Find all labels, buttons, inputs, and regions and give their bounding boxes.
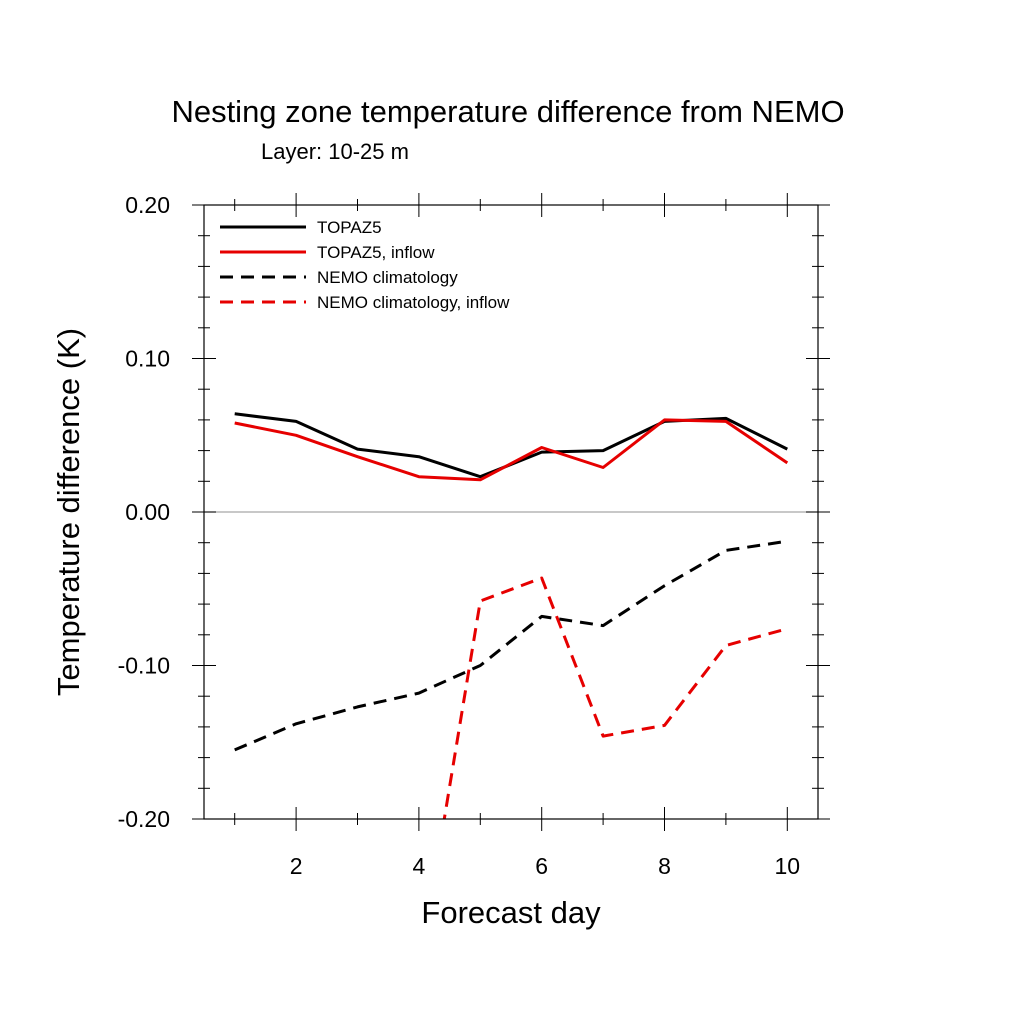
legend-label-1: TOPAZ5	[317, 218, 382, 237]
legend: TOPAZ5 TOPAZ5, inflow NEMO climatology NEMO…	[220, 218, 510, 312]
y-tick-label: 0.20	[125, 192, 170, 218]
legend-label-3: NEMO climatology	[317, 268, 458, 287]
series-line-4	[442, 576, 788, 819]
x-tick-label: 2	[290, 853, 303, 879]
y-tick-label: 0.10	[125, 346, 170, 372]
plot-frame	[203, 204, 819, 820]
series-line-3	[234, 539, 788, 752]
y-axis-label: Temperature difference (K)	[51, 328, 86, 696]
chart-subtitle: Layer: 10-25 m	[261, 139, 409, 164]
x-tick-label: 10	[775, 853, 801, 879]
x-tick-label: 6	[535, 853, 548, 879]
series-line-2	[234, 418, 789, 482]
x-axis-label: Forecast day	[421, 895, 601, 930]
tick-labels: 2 4 6 8 10 -0.20 -0.10 0.00 0.10 0.20	[118, 192, 801, 879]
y-tick-label: -0.10	[118, 653, 170, 679]
x-tick-label: 8	[658, 853, 671, 879]
legend-label-2: TOPAZ5, inflow	[317, 243, 435, 262]
chart-title: Nesting zone temperature difference from…	[171, 94, 844, 129]
legend-label-4: NEMO climatology, inflow	[317, 293, 510, 312]
series-line-1	[234, 412, 788, 479]
y-tick-label: 0.00	[125, 499, 170, 525]
y-tick-label: -0.20	[118, 806, 170, 832]
x-tick-label: 4	[413, 853, 426, 879]
series-lines	[234, 412, 789, 819]
